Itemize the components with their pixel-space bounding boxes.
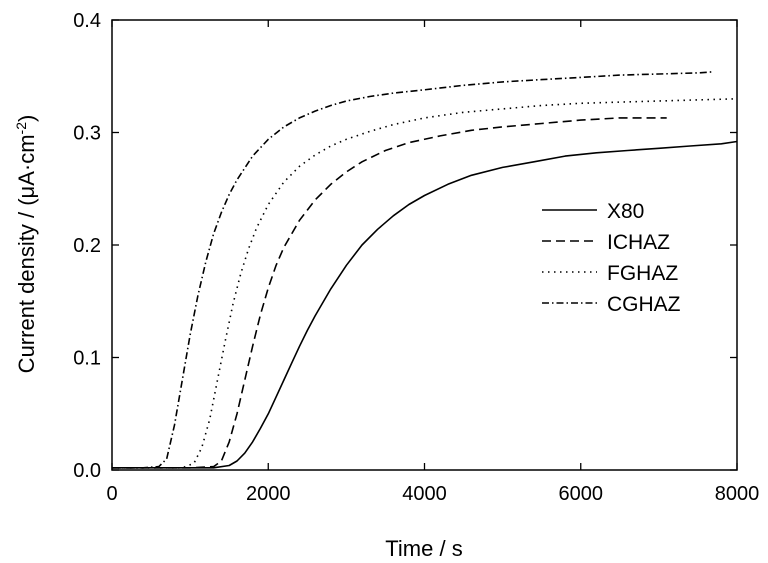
series-lines [112, 71, 738, 469]
x-tick-label: 0 [106, 483, 117, 505]
tick-labels: 0 2000 4000 6000 8000 0.0 0.1 0.2 0.3 0.4 [73, 10, 759, 505]
y-tick-label: 0.0 [73, 460, 101, 482]
series-line-fghaz [112, 98, 738, 469]
series-line-ichaz [112, 117, 667, 469]
plot-frame [111, 19, 738, 471]
y-tick-label: 0.1 [73, 348, 101, 370]
legend-label-ichaz: ICHAZ [607, 231, 670, 254]
legend-label-fghaz: FGHAZ [607, 262, 678, 285]
y-tick-label: 0.4 [73, 10, 101, 32]
legend-label-cghaz: CGHAZ [607, 293, 681, 316]
y-tick-label: 0.2 [73, 235, 101, 257]
y-axis-title-main: Current density / (μA·cm [14, 134, 39, 373]
series-line-cghaz [112, 71, 714, 469]
legend: X80 ICHAZ FGHAZ CGHAZ [542, 200, 681, 316]
series-line-x80 [112, 140, 738, 469]
y-axis-title-superscript: -2 [13, 122, 29, 135]
x-axis-title: Time / s [385, 536, 462, 561]
y-tick-label: 0.3 [73, 123, 101, 145]
x-tick-label: 2000 [246, 483, 291, 505]
y-axis-title: Current density / (μA·cm-2) [13, 115, 39, 374]
x-tick-label: 4000 [402, 483, 447, 505]
x-tick-label: 6000 [559, 483, 604, 505]
y-axis-title-close: ) [14, 115, 39, 122]
x-tick-label: 8000 [715, 483, 760, 505]
legend-label-x80: X80 [607, 200, 644, 223]
